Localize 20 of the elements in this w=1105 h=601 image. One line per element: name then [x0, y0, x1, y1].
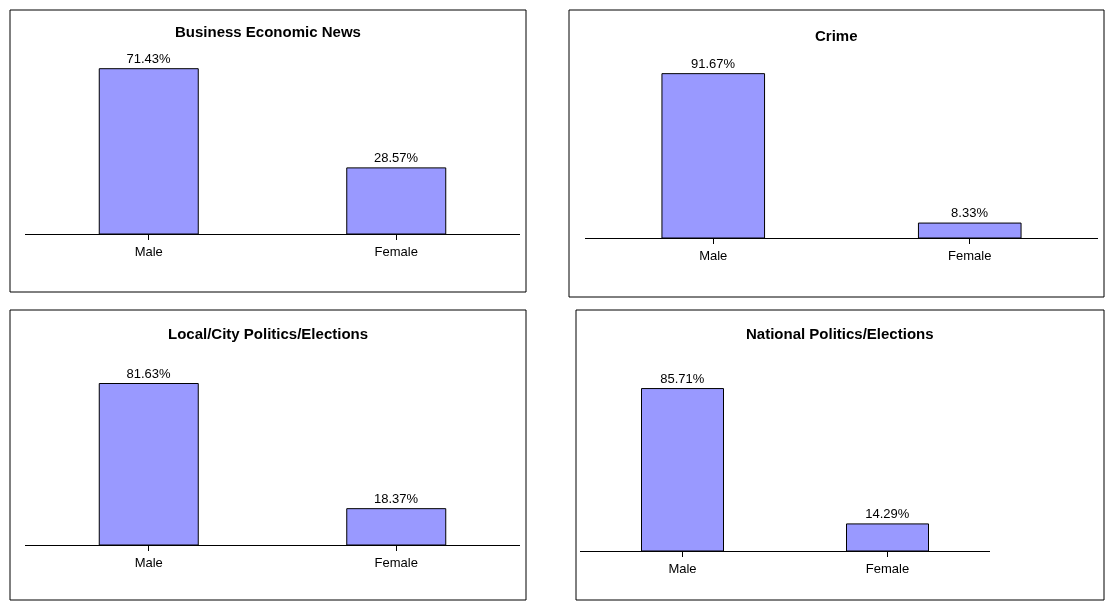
x-tick-label: Male: [668, 560, 697, 576]
chart-title: Crime: [815, 27, 858, 44]
x-tick-label: Female: [865, 560, 910, 576]
x-tick-label: Female: [374, 243, 418, 259]
data-label: 81.63%: [126, 365, 172, 381]
x-tick-label: Male: [699, 247, 728, 263]
data-label: 18.37%: [373, 490, 419, 506]
x-tick-label: Female: [374, 554, 418, 570]
chart-title: National Politics/Elections: [746, 325, 934, 342]
data-label: 91.67%: [690, 55, 736, 71]
data-label: 14.29%: [865, 505, 910, 521]
x-tick-label: Male: [134, 554, 163, 570]
chart-title: Local/City Politics/Elections: [168, 325, 369, 342]
x-tick-label: Male: [134, 243, 163, 259]
chart-title: Business Economic News: [175, 23, 361, 40]
data-label: 8.33%: [951, 205, 989, 221]
data-label: 85.71%: [660, 370, 705, 386]
data-label: 71.43%: [126, 50, 172, 66]
data-label: 28.57%: [373, 149, 419, 165]
x-tick-label: Female: [948, 247, 992, 263]
